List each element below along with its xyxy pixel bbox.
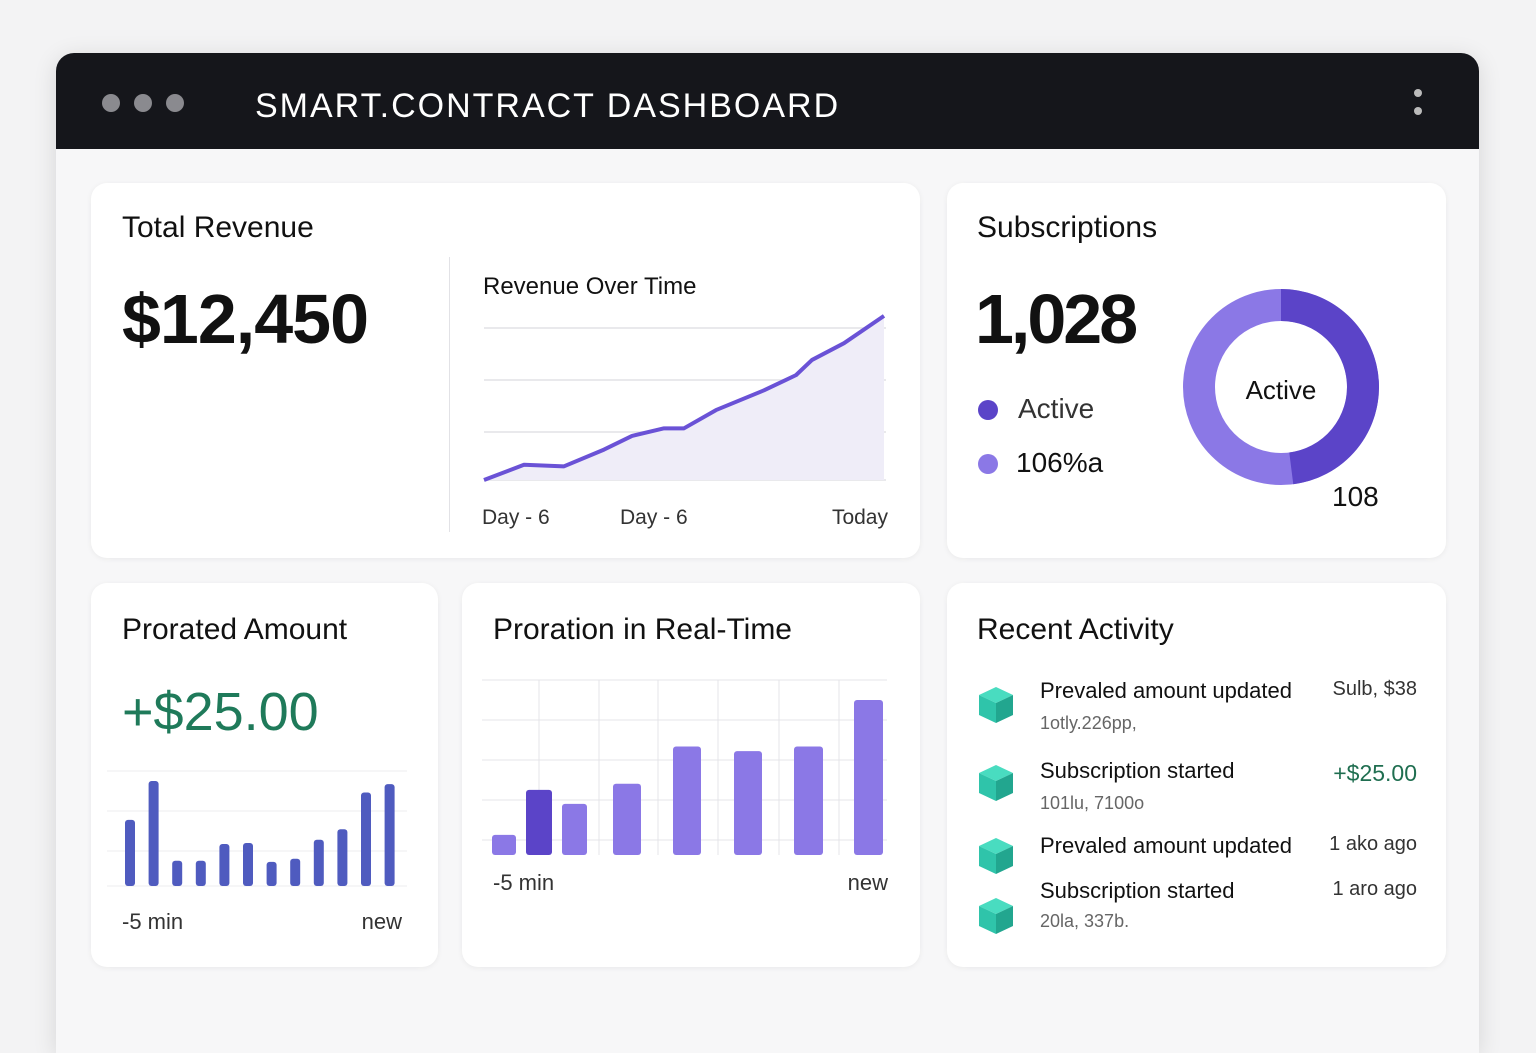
bar (361, 792, 371, 886)
bar (794, 746, 823, 855)
activity-title: Prevaled amount updated (1040, 833, 1292, 858)
activity-meta: 1 ako ago (1329, 833, 1417, 855)
donut-segment-active (1280, 289, 1379, 485)
activity-title: Prevaled amount updated (1040, 678, 1292, 703)
x-start-label: -5 min (122, 909, 184, 934)
bar (384, 784, 395, 886)
bar (290, 858, 301, 886)
x-tick-label: Day - 6 (482, 506, 550, 529)
card-title: Prorated Amount (122, 613, 348, 646)
activity-subtitle: 101lu, 7100o (1040, 793, 1145, 813)
x-tick-label: Day - 6 (620, 506, 688, 529)
area-fill (484, 315, 884, 480)
window-minimize-dot[interactable] (134, 94, 152, 112)
bar (243, 842, 253, 886)
bar (266, 861, 277, 886)
card-title: Subscriptions (977, 211, 1158, 244)
activity-subtitle: 20la, 337b. (1040, 911, 1130, 931)
bar (148, 781, 159, 886)
bar (854, 700, 883, 855)
legend-label: Active (1018, 393, 1095, 424)
x-end-label: new (847, 870, 888, 895)
activity-meta: +$25.00 (1333, 760, 1417, 786)
revenue-line-chart (483, 314, 886, 482)
bar (313, 839, 324, 886)
prorated-amount-card: Prorated Amount +$25.00 -5 min new (91, 583, 438, 967)
cube-icon (979, 898, 1013, 934)
window-maximize-dot[interactable] (166, 94, 184, 112)
bar (492, 834, 516, 855)
x-end-label: new (361, 909, 402, 934)
activity-meta: 1 aro ago (1332, 878, 1417, 900)
x-start-label: -5 min (493, 870, 555, 895)
prorated-value: +$25.00 (122, 682, 319, 742)
subscriptions-value: 1,028 (975, 280, 1138, 358)
bar (613, 783, 641, 855)
card-title: Recent Activity (977, 613, 1174, 646)
subscriptions-card: Subscriptions 1,028 Active 106%a Active … (947, 183, 1446, 558)
more-menu-icon[interactable] (1412, 89, 1424, 119)
bar (337, 829, 348, 886)
donut-center-label: Active (1245, 375, 1317, 405)
prorated-bar-chart (107, 770, 407, 887)
activity-title: Subscription started (1040, 878, 1235, 903)
legend-swatch-active (978, 400, 998, 420)
activity-subtitle: 1otly.226pp, (1040, 713, 1137, 733)
card-title: Proration in Real-Time (493, 613, 792, 646)
bar (673, 746, 701, 855)
activity-meta: Sulb, $38 (1332, 678, 1417, 700)
chart-title: Revenue Over Time (483, 273, 697, 300)
recent-activity-card: Recent Activity Prevaled amount updated … (947, 583, 1446, 967)
bar (195, 860, 206, 886)
window-close-dot[interactable] (102, 94, 120, 112)
x-tick-label: Today (831, 506, 888, 529)
divider (449, 257, 450, 532)
realtime-bar-chart (482, 679, 887, 855)
subscriptions-donut-chart (1183, 289, 1379, 485)
bar (562, 803, 587, 855)
legend-label: 106%a (1016, 447, 1104, 478)
bar (125, 819, 135, 886)
proration-realtime-card: Proration in Real-Time -5 min new (462, 583, 920, 967)
card-title: Total Revenue (122, 211, 314, 244)
bar (526, 789, 552, 855)
total-revenue-card: Total Revenue $12,450 Revenue Over Time … (91, 183, 920, 558)
activity-title: Subscription started (1040, 758, 1235, 783)
cube-icon (979, 687, 1013, 723)
revenue-value: $12,450 (122, 280, 369, 358)
bar (219, 844, 230, 886)
cube-icon (979, 765, 1013, 801)
bar (734, 751, 762, 855)
revenue-line (483, 314, 886, 482)
legend-swatch-other (978, 454, 998, 474)
title-bar: SMART.CONTRACT DASHBOARD (56, 53, 1479, 149)
app-title: SMART.CONTRACT DASHBOARD (255, 87, 841, 125)
bar (172, 860, 183, 886)
cube-icon (979, 838, 1013, 874)
donut-value-label: 108 (1332, 481, 1379, 512)
